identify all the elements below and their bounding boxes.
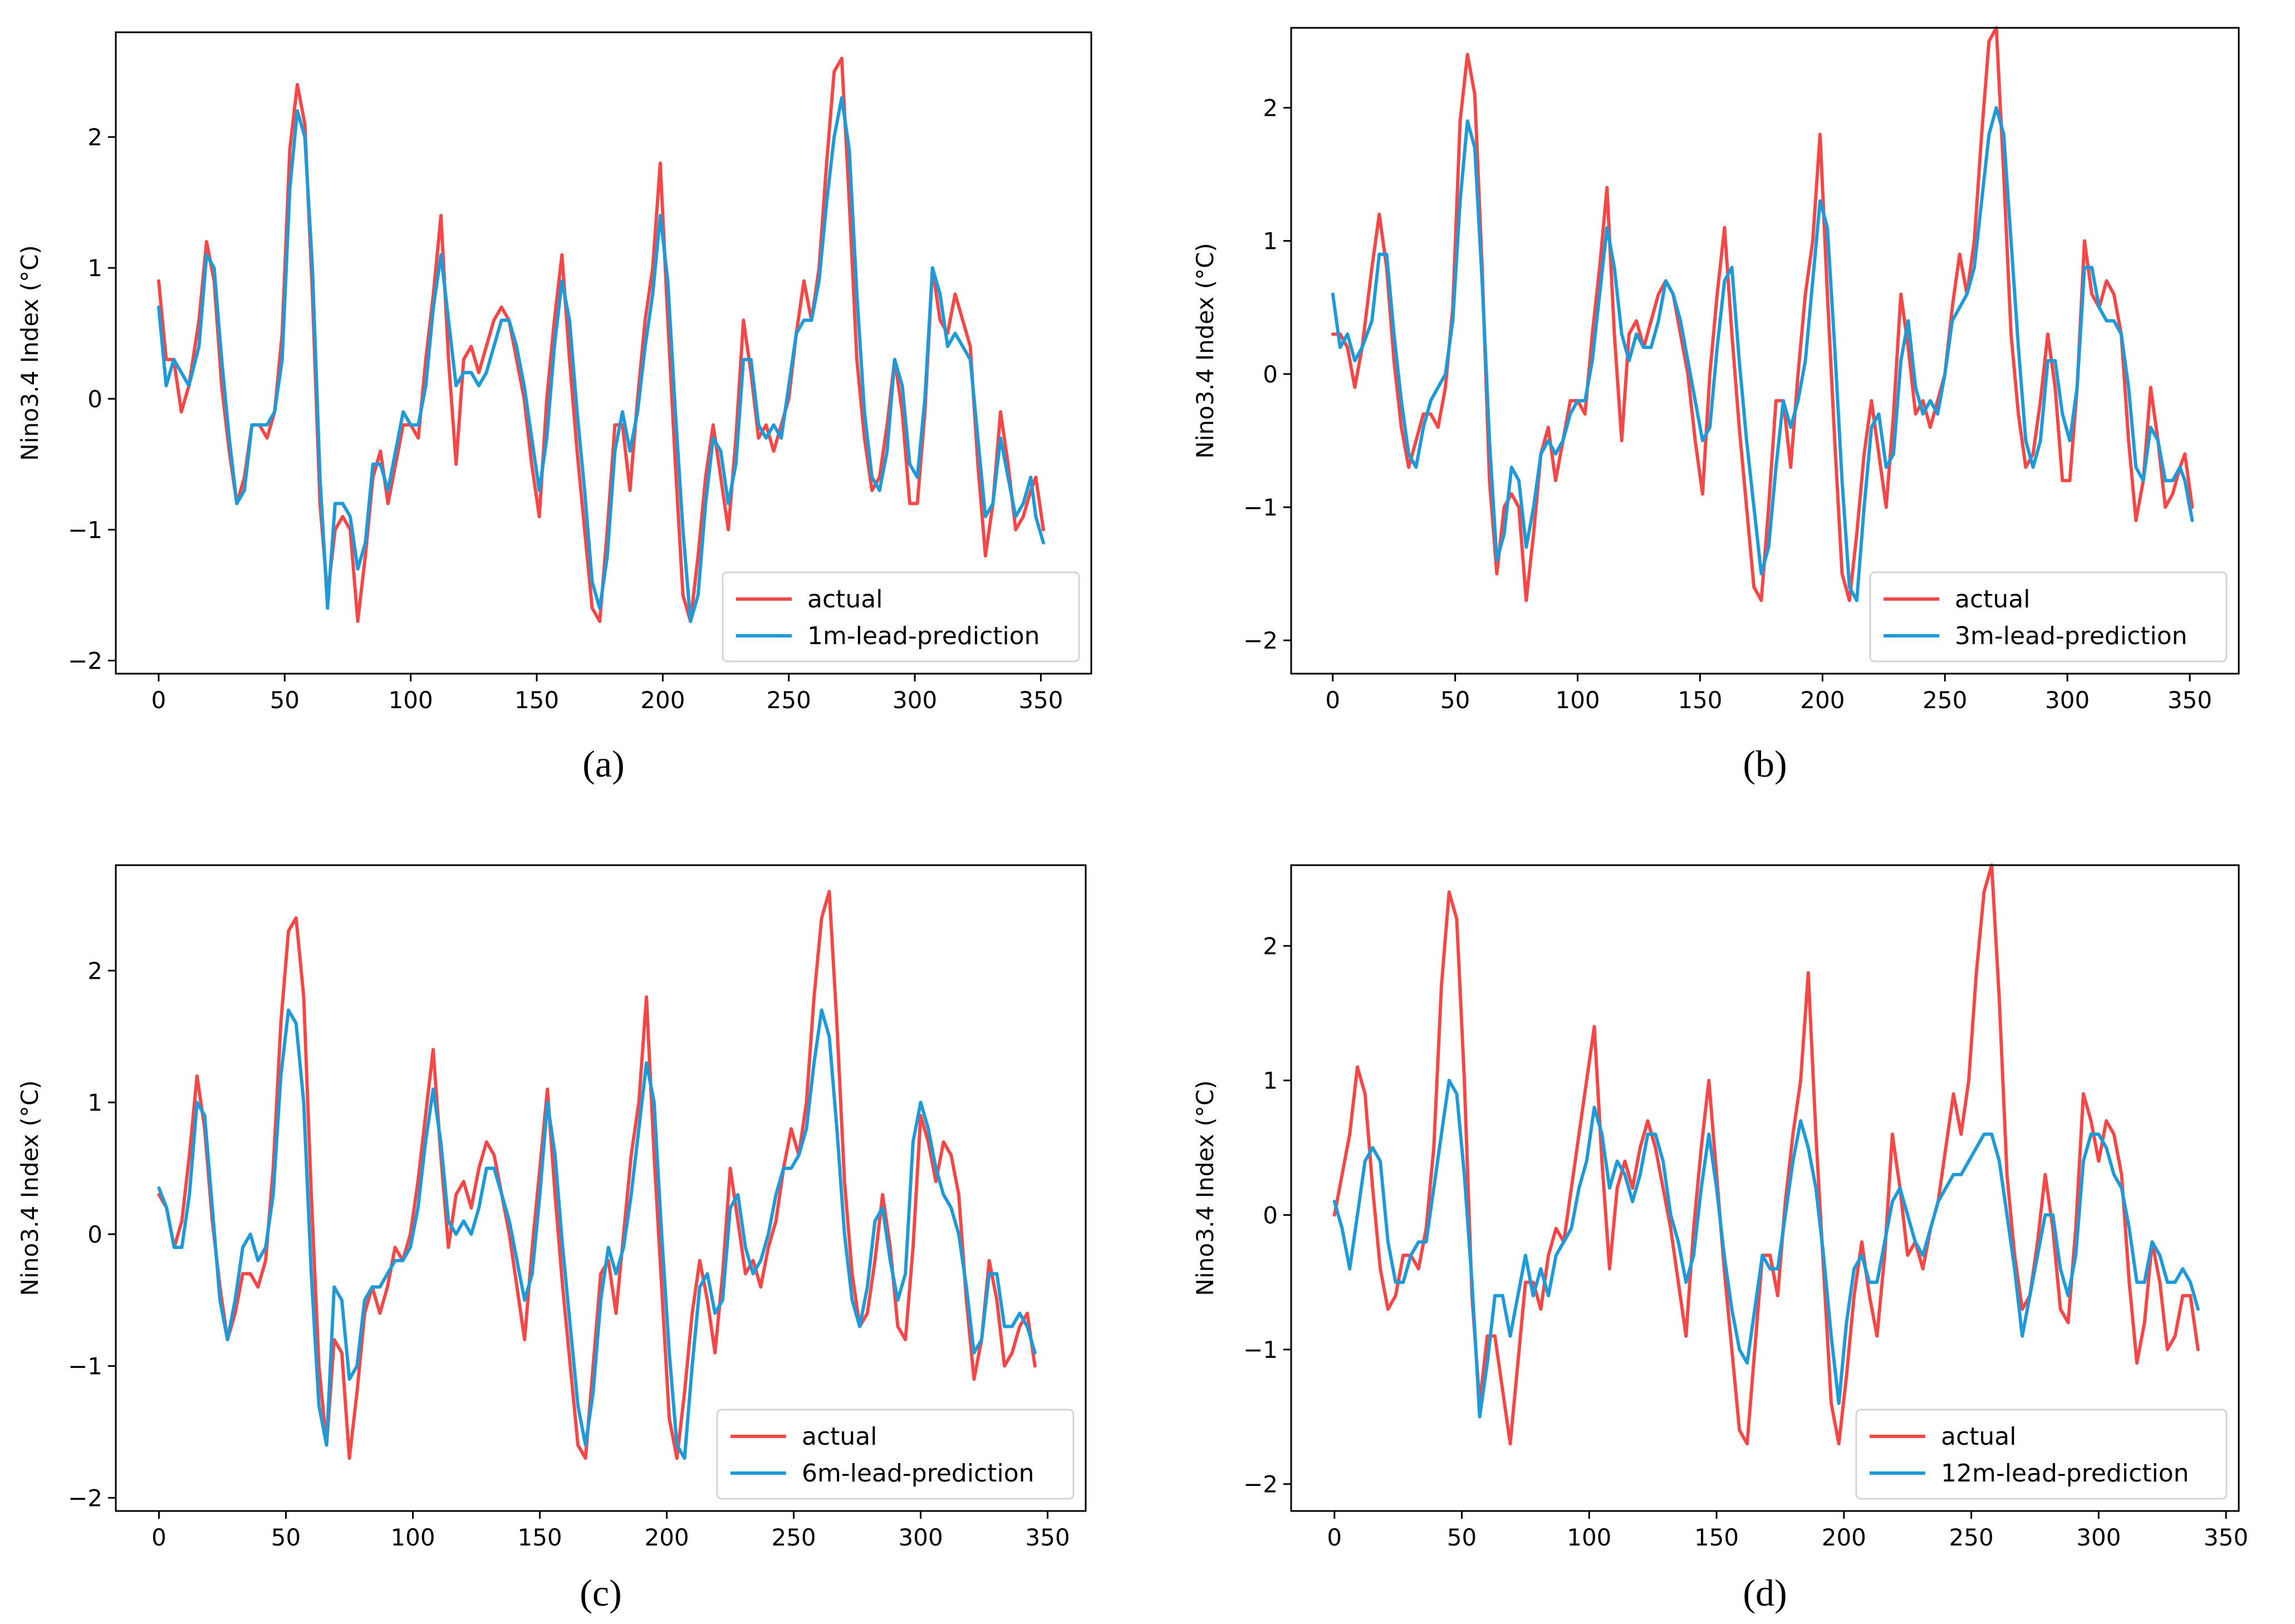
x-tick-label: 300	[2076, 1524, 2121, 1551]
x-tick-label: 150	[1694, 1524, 1739, 1551]
prediction-line-d	[1332, 1078, 2200, 1419]
axes-frame-d	[1290, 864, 2240, 1512]
y-tick-label: −2	[68, 1484, 102, 1512]
legend-box	[716, 1409, 1075, 1500]
x-tick-label: 50	[1440, 686, 1470, 714]
y-tick-label: 1	[87, 254, 102, 282]
x-tick-label: 100	[389, 686, 433, 714]
y-axis-title: Nino3.4 Index (°C)	[1191, 1080, 1219, 1296]
x-tick-label: 150	[1678, 686, 1722, 714]
legend-label: 6m-lead-prediction	[802, 1459, 1034, 1488]
y-tick-label: 1	[1263, 1067, 1278, 1095]
x-tick-label: 0	[151, 686, 166, 714]
actual-line-a	[157, 57, 1045, 623]
y-tick-label: 2	[1263, 933, 1278, 960]
y-axis-title: Nino3.4 Index (°C)	[16, 245, 43, 461]
legend-label: actual	[802, 1422, 877, 1451]
x-tick-label: 200	[1822, 1524, 1866, 1551]
chart-panel-b: 0 50 100 150 200 250 300 350 −2 −1 0 1 2 Nino3.4 Inde…	[1191, 26, 2240, 785]
panel-caption: (d)	[1743, 1572, 1787, 1614]
x-tick-label: 50	[271, 1524, 301, 1551]
x-tick-label: 200	[644, 1524, 689, 1551]
legend-label: 12m-lead-prediction	[1941, 1459, 2189, 1488]
legend-box	[722, 571, 1080, 663]
legend-label: actual	[1941, 1422, 2016, 1451]
actual-line-c	[157, 890, 1037, 1460]
y-axis-title: Nino3.4 Index (°C)	[16, 1080, 43, 1296]
x-tick-label: 300	[892, 686, 937, 714]
x-tick-label: 350	[1026, 1524, 1070, 1551]
y-tick-label: 0	[87, 1221, 102, 1248]
x-tick-label: 150	[514, 686, 559, 714]
y-tick-label: 0	[87, 385, 102, 413]
x-tick-label: 250	[1949, 1524, 1994, 1551]
x-tick-label: 250	[771, 1524, 816, 1551]
prediction-line-c	[157, 1008, 1037, 1460]
y-axis-title: Nino3.4 Index (°C)	[1191, 243, 1219, 459]
x-tick-label: 50	[1447, 1524, 1477, 1551]
x-tick-label: 250	[1923, 686, 1967, 714]
actual-line-b	[1331, 26, 2194, 602]
y-tick-label: 2	[87, 957, 102, 984]
y-tick-label: −1	[68, 1353, 102, 1380]
y-tick-label: −2	[1243, 627, 1278, 654]
x-tick-label: 150	[517, 1524, 562, 1551]
panel-caption: (b)	[1743, 743, 1787, 785]
panel-caption: (a)	[582, 743, 624, 785]
y-tick-label: 2	[1263, 95, 1278, 122]
legend-label: 3m-lead-prediction	[1955, 622, 2188, 650]
axes-frame-a	[115, 31, 1092, 675]
y-tick-label: 2	[87, 124, 102, 151]
y-tick-label: −2	[68, 647, 102, 674]
x-tick-label: 250	[767, 686, 811, 714]
y-tick-label: 0	[1263, 1201, 1278, 1229]
x-tick-label: 350	[2204, 1524, 2248, 1551]
legend-label: 1m-lead-prediction	[807, 622, 1040, 650]
axes-frame-c	[115, 864, 1087, 1512]
chart-panel-a: 0 50 100 150 200 250 300 350 −2 −1 0 1 2 Nino3.4 Inde…	[16, 31, 1092, 785]
y-tick-label: 1	[1263, 228, 1278, 255]
chart-panel-c: 0 50 100 150 200 250 300 350 −2 −1 0 1 2 Nino3.4 Inde…	[16, 864, 1087, 1614]
y-tick-label: −1	[1243, 494, 1278, 521]
y-tick-label: −2	[1243, 1471, 1278, 1498]
x-tick-label: 50	[270, 686, 300, 714]
x-tick-label: 0	[1327, 1524, 1342, 1551]
x-tick-label: 200	[640, 686, 685, 714]
x-tick-label: 100	[390, 1524, 435, 1551]
x-tick-label: 100	[1555, 686, 1600, 714]
x-tick-label: 200	[1800, 686, 1845, 714]
y-tick-label: −1	[68, 516, 102, 543]
x-tick-label: 350	[1018, 686, 1063, 714]
x-tick-label: 100	[1567, 1524, 1611, 1551]
legend-label: actual	[1955, 585, 2030, 614]
y-tick-label: 1	[87, 1089, 102, 1116]
prediction-line-b	[1331, 106, 2194, 602]
prediction-line-a	[157, 96, 1045, 623]
legend-box	[1855, 1409, 2228, 1500]
legend-box	[1869, 571, 2228, 663]
x-tick-label: 0	[1325, 686, 1340, 714]
x-tick-label: 350	[2168, 686, 2212, 714]
axes-frame-b	[1290, 27, 2240, 675]
x-tick-label: 300	[899, 1524, 943, 1551]
x-tick-label: 0	[151, 1524, 166, 1551]
x-tick-label: 300	[2045, 686, 2090, 714]
panel-caption: (c)	[580, 1572, 621, 1614]
y-tick-label: −1	[1243, 1336, 1278, 1363]
chart-panel-d: 0 50 100 150 200 250 300 350 −2 −1 0 1 2 Nino3.4 Inde…	[1191, 863, 2248, 1614]
legend-label: actual	[807, 585, 882, 614]
y-tick-label: 0	[1263, 361, 1278, 388]
